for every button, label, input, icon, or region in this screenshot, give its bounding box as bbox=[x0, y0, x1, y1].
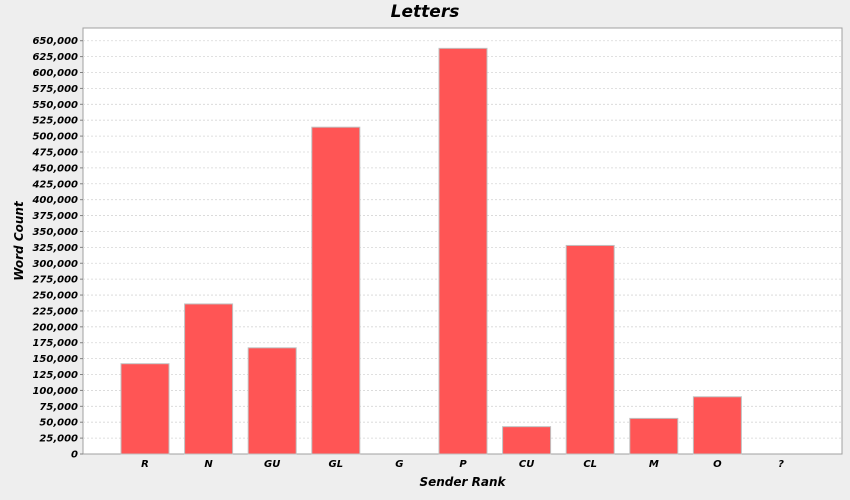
y-tick-label: 600,000 bbox=[32, 68, 78, 79]
y-tick-label: 225,000 bbox=[32, 306, 78, 317]
x-tick-label: O bbox=[713, 459, 722, 470]
y-tick-label: 350,000 bbox=[32, 227, 78, 238]
x-axis-ticks: R N GU GL G P CU CL M O? bbox=[141, 459, 784, 470]
bar-cl bbox=[565, 244, 615, 455]
x-tick-label: M bbox=[649, 459, 659, 470]
x-tick-label: P bbox=[459, 459, 467, 470]
y-tick-label: 375,000 bbox=[32, 211, 78, 222]
bar-r bbox=[120, 363, 170, 455]
x-tick-label: CL bbox=[583, 459, 597, 470]
y-tick-label: 50,000 bbox=[39, 418, 78, 429]
y-tick-label: 250,000 bbox=[32, 291, 78, 302]
y-tick-label: 625,000 bbox=[32, 52, 78, 63]
y-tick-label: 150,000 bbox=[32, 354, 78, 365]
y-tick-label: 25,000 bbox=[39, 434, 78, 445]
y-tick-label: 450,000 bbox=[31, 163, 78, 174]
x-tick-label: GL bbox=[329, 459, 344, 470]
bar-p bbox=[438, 47, 488, 455]
y-tick-label: 425,000 bbox=[31, 179, 78, 190]
y-tick-label: 300,000 bbox=[32, 259, 78, 270]
bar-m bbox=[629, 417, 679, 455]
x-tick-label: CU bbox=[519, 459, 534, 470]
y-tick-label: 0 bbox=[71, 450, 78, 461]
y-axis-ticks: 0 25,000 50,000 75,000 100,000 125,000 150,000… bbox=[31, 36, 83, 461]
y-tick-label: 650,000 bbox=[32, 36, 78, 47]
bars bbox=[120, 47, 742, 455]
y-tick-label: 275,000 bbox=[32, 275, 78, 286]
y-tick-label: 100,000 bbox=[32, 386, 78, 397]
y-axis-label: Word Count bbox=[12, 200, 26, 281]
y-tick-label: 200,000 bbox=[32, 322, 78, 333]
bar-o bbox=[692, 396, 742, 455]
x-axis-label: Sender Rank bbox=[419, 475, 506, 489]
y-tick-label: 575,000 bbox=[32, 84, 78, 95]
x-tick-label: G bbox=[395, 459, 403, 470]
y-tick-label: 325,000 bbox=[32, 243, 78, 254]
y-tick-label: 525,000 bbox=[32, 116, 78, 127]
y-tick-label: 175,000 bbox=[32, 338, 78, 349]
x-tick-label: N bbox=[204, 459, 213, 470]
grid-lines bbox=[83, 40, 842, 439]
chart-title: Letters bbox=[390, 2, 460, 22]
y-tick-label: 475,000 bbox=[31, 147, 78, 158]
y-tick-label: 75,000 bbox=[39, 402, 78, 413]
y-tick-label: 125,000 bbox=[32, 370, 78, 381]
bar-n bbox=[184, 303, 234, 455]
bar-gl bbox=[311, 126, 361, 455]
y-tick-label: 400,000 bbox=[31, 195, 78, 206]
x-tick-label: GU bbox=[264, 459, 280, 470]
y-tick-label: 500,000 bbox=[32, 132, 78, 143]
bar-gu bbox=[247, 347, 297, 455]
bar-cu bbox=[502, 426, 552, 455]
y-tick-label: 550,000 bbox=[32, 100, 78, 111]
x-tick-label: ? bbox=[778, 459, 784, 470]
x-tick-label: R bbox=[141, 459, 149, 470]
